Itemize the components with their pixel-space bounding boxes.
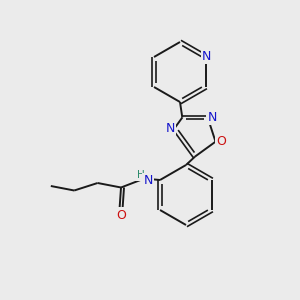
Text: N: N — [208, 111, 217, 124]
Text: N: N — [165, 122, 175, 135]
Text: H: H — [136, 170, 144, 180]
Text: O: O — [116, 208, 126, 222]
Text: N: N — [143, 174, 153, 188]
Text: O: O — [216, 135, 226, 148]
Text: N: N — [202, 50, 211, 63]
